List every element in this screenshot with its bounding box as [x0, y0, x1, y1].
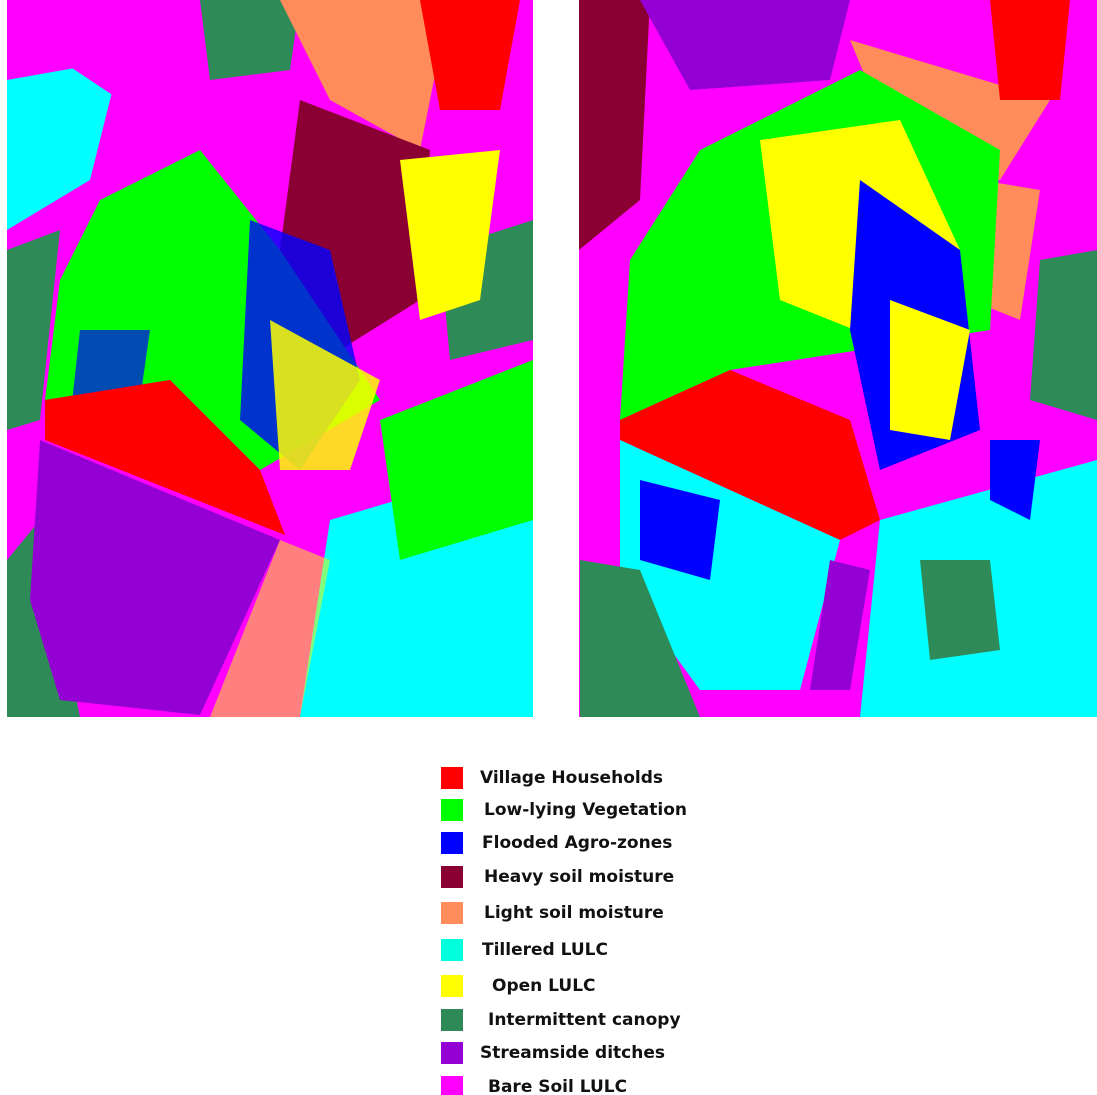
legend-label: Low-lying Vegetation: [484, 800, 687, 820]
legend-label: Flooded Agro-zones: [482, 833, 672, 853]
legend-swatch: [441, 902, 463, 924]
legend: Village Households Low-lying Vegetation Fl…: [441, 767, 687, 1095]
legend-label: Open LULC: [492, 976, 596, 996]
legend-swatch: [441, 799, 463, 821]
legend-label: Streamside ditches: [480, 1043, 665, 1063]
legend-label: Heavy soil moisture: [484, 867, 674, 887]
legend-swatch: [441, 832, 463, 854]
legend-swatch: [441, 1076, 463, 1095]
legend-swatch: [441, 1042, 463, 1064]
legend-label: Light soil moisture: [484, 903, 664, 923]
legend-swatch: [441, 939, 463, 961]
legend-label: Bare Soil LULC: [488, 1077, 627, 1095]
legend-label: Intermittent canopy: [488, 1010, 681, 1030]
legend-swatch: [441, 767, 463, 789]
legend-swatch: [441, 866, 463, 888]
map-after: [579, 0, 1097, 717]
legend-label: Village Households: [480, 768, 663, 788]
legend-label: Tillered LULC: [482, 940, 608, 960]
legend-swatch: [441, 1009, 463, 1031]
map-before: [7, 0, 533, 717]
legend-swatch: [441, 975, 463, 997]
